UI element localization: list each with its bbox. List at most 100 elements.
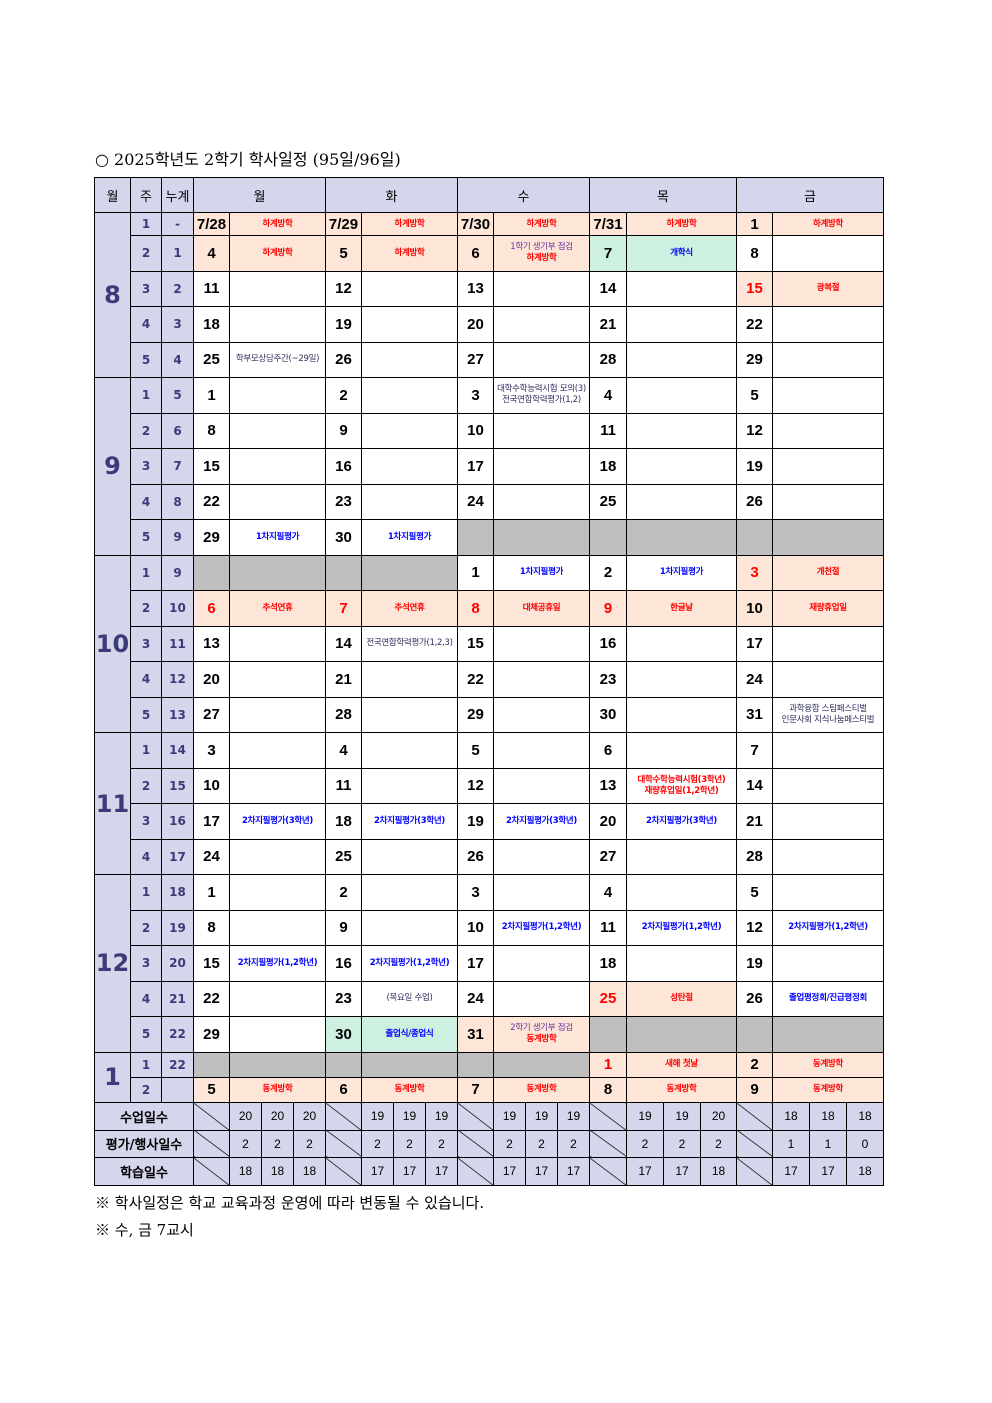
event-label: 성탄절 bbox=[670, 993, 693, 1004]
event-label: 1차지필평가 bbox=[387, 531, 432, 542]
event-cell bbox=[493, 448, 590, 485]
event-label: 하계방학 bbox=[394, 218, 425, 229]
date-cell: 5 bbox=[325, 235, 362, 272]
date-cell: 4 bbox=[589, 874, 627, 911]
summary-value: 19 bbox=[393, 1102, 426, 1131]
date-cell: 11 bbox=[325, 767, 362, 804]
event-cell bbox=[626, 448, 737, 485]
date-cell: 3 bbox=[193, 732, 230, 769]
event-cell: 동계방학 bbox=[361, 1076, 458, 1103]
date-cell: 8 bbox=[457, 590, 494, 627]
event-cell: 2차지필평가(1,2학년) bbox=[626, 909, 737, 946]
cumulative-week: 15 bbox=[161, 767, 194, 804]
header-week: 주 bbox=[130, 177, 162, 213]
event-cell bbox=[493, 874, 590, 911]
event-cell bbox=[361, 306, 458, 343]
summary-value: 18 bbox=[700, 1157, 737, 1186]
summary-value: 0 bbox=[846, 1129, 884, 1158]
event-label: 졸업평정회/진급평정회 bbox=[788, 993, 867, 1004]
event-cell: 2차지필평가(3학년) bbox=[361, 803, 458, 840]
event-cell bbox=[229, 838, 326, 875]
event-cell bbox=[361, 448, 458, 485]
date-cell: 28 bbox=[736, 838, 773, 875]
date-cell: 12 bbox=[736, 412, 773, 449]
event-cell bbox=[772, 767, 884, 804]
event-label: 새해 첫날 bbox=[665, 1059, 698, 1069]
month-cell: 8 bbox=[94, 212, 131, 378]
event-cell: 1차지필평가 bbox=[229, 519, 326, 556]
event-label: 2차지필평가(1,2학년) bbox=[501, 922, 582, 933]
date-cell: 28 bbox=[589, 341, 627, 378]
event-cell bbox=[626, 306, 737, 343]
date-cell: 16 bbox=[325, 945, 362, 982]
event-cell: 동계방학 bbox=[772, 1076, 884, 1103]
date-cell: 26 bbox=[736, 980, 773, 1017]
week-row: 4 3 18 19 20 21 22 bbox=[95, 306, 884, 343]
summary-value: 17 bbox=[626, 1157, 664, 1186]
event-label: 학부모상담주간(~29일) bbox=[235, 354, 320, 365]
event-cell bbox=[361, 661, 458, 698]
date-cell: 26 bbox=[457, 838, 494, 875]
event-cell bbox=[626, 519, 737, 556]
event-cell bbox=[361, 874, 458, 911]
event-label: 동계방학 bbox=[812, 1084, 844, 1094]
event-cell bbox=[361, 696, 458, 733]
week-number: 1 bbox=[130, 554, 162, 591]
event-cell: 하계방학 bbox=[493, 212, 590, 236]
month-cell: 1 bbox=[94, 1051, 131, 1103]
event-label: 2차지필평가(3학년) bbox=[645, 815, 718, 826]
summary-row: 평가/행사일수 2 2 2 2 2 2 2 2 2 2 2 2 1 1 0 bbox=[94, 1129, 884, 1158]
date-cell: 23 bbox=[589, 661, 627, 698]
event-cell: 2차지필평가(1,2학년) bbox=[361, 945, 458, 982]
event-cell bbox=[229, 554, 326, 591]
summary-value: 18 bbox=[229, 1157, 262, 1186]
date-cell: 5 bbox=[736, 377, 773, 414]
date-cell: 1 bbox=[457, 554, 494, 591]
week-number: 2 bbox=[130, 909, 162, 946]
date-cell: 22 bbox=[193, 980, 230, 1017]
event-cell bbox=[229, 377, 326, 414]
event-cell bbox=[361, 838, 458, 875]
week-number: 5 bbox=[130, 1016, 162, 1053]
event-cell: 졸업평정회/진급평정회 bbox=[772, 980, 884, 1017]
cumulative-week: 4 bbox=[161, 341, 194, 378]
event-label: 전국연합학력평가(1,2,3) bbox=[366, 638, 453, 649]
cumulative-week bbox=[161, 1076, 194, 1103]
week-number: 3 bbox=[130, 945, 162, 982]
event-cell: 1차지필평가 bbox=[626, 554, 737, 591]
date-cell: 19 bbox=[736, 448, 773, 485]
date-cell: 23 bbox=[325, 483, 362, 520]
event-cell bbox=[229, 625, 326, 662]
event-label: 2차지필평가(1,2학년) bbox=[237, 957, 318, 968]
date-cell: 17 bbox=[457, 448, 494, 485]
date-cell: 20 bbox=[457, 306, 494, 343]
week-row: 2 6 8 9 10 11 12 bbox=[95, 412, 884, 449]
event-cell bbox=[229, 661, 326, 698]
date-cell: 8 bbox=[193, 412, 230, 449]
event-cell: 성탄절 bbox=[626, 980, 737, 1017]
event-cell: 1학기 생기부 점검 하계방학 bbox=[493, 235, 590, 272]
event-label: (목요일 수업) bbox=[386, 993, 433, 1004]
date-cell: 29 bbox=[193, 1016, 230, 1053]
date-cell: 2 bbox=[325, 874, 362, 911]
date-cell bbox=[457, 519, 494, 556]
summary-value: 2 bbox=[425, 1129, 458, 1158]
date-cell bbox=[736, 1016, 773, 1053]
date-cell: 24 bbox=[193, 838, 230, 875]
event-cell bbox=[229, 874, 326, 911]
date-cell: 8 bbox=[589, 1076, 627, 1103]
summary-value: 2 bbox=[293, 1129, 326, 1158]
event-cell: 개학식 bbox=[626, 235, 737, 272]
event-label: 재량휴업일 bbox=[809, 602, 847, 613]
date-cell: 15 bbox=[193, 945, 230, 982]
summary-value: 17 bbox=[809, 1157, 847, 1186]
event-cell bbox=[772, 803, 884, 840]
event-cell bbox=[229, 732, 326, 769]
event-label: 1차지필평가 bbox=[519, 567, 564, 578]
week-row: 5 22 29 30 졸업식/종업식 31 2학기 생기부 점검 동계방학 bbox=[95, 1016, 884, 1053]
event-cell bbox=[626, 483, 737, 520]
event-cell bbox=[361, 767, 458, 804]
week-number: 1 bbox=[130, 1051, 162, 1078]
event-cell: 추석연휴 bbox=[361, 590, 458, 627]
date-cell: 17 bbox=[736, 625, 773, 662]
